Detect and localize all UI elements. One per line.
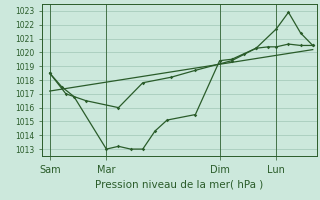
X-axis label: Pression niveau de la mer( hPa ): Pression niveau de la mer( hPa ) (95, 179, 263, 189)
